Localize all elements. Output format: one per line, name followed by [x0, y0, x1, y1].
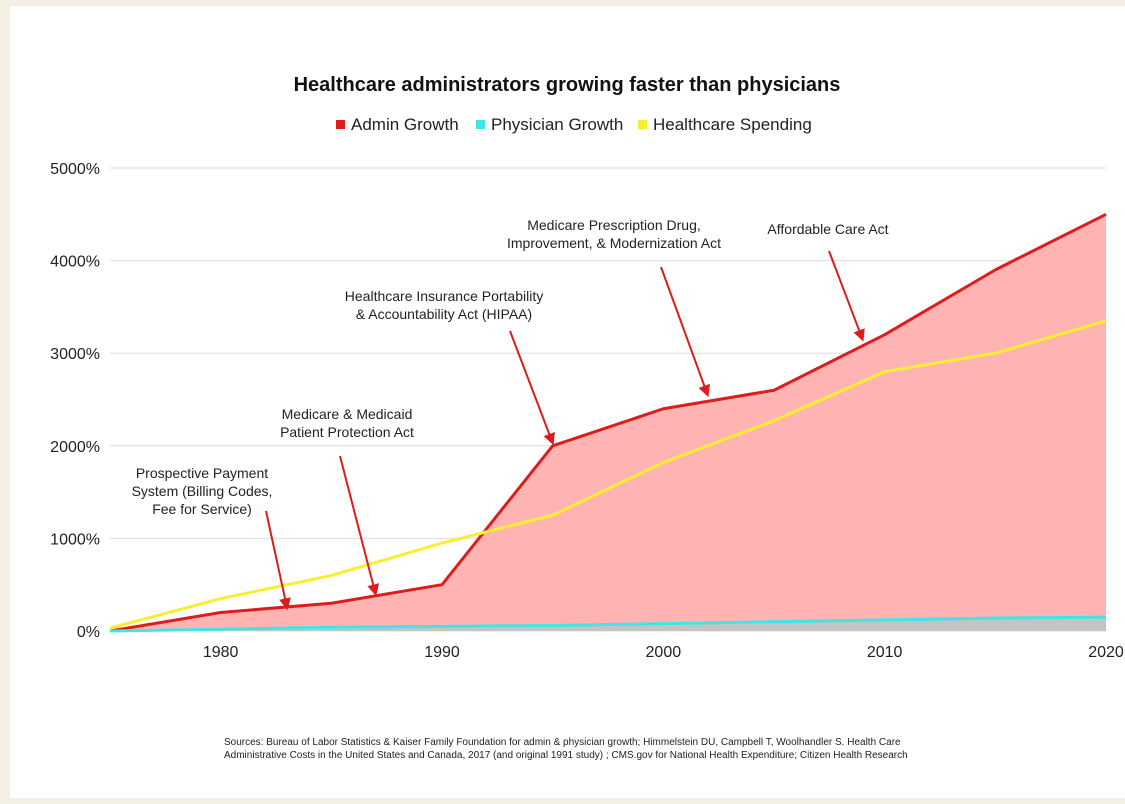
annotation-mma-text: Medicare Prescription Drug,: [527, 217, 701, 233]
x-tick-label: 2020: [1088, 644, 1124, 661]
y-tick-label: 5000%: [50, 161, 100, 178]
annotation-aca-text: Affordable Care Act: [767, 221, 888, 237]
legend-swatch-1: [476, 120, 485, 129]
legend-label-1: Physician Growth: [491, 115, 623, 134]
healthcare-spending-line: [109, 319, 1107, 630]
y-tick-label: 4000%: [50, 254, 100, 271]
y-tick-label: 1000%: [50, 531, 100, 548]
annotation-medicare-medicaid-text: Patient Protection Act: [280, 424, 414, 440]
line-layer: [109, 212, 1107, 633]
chart-card: Healthcare administrators growing faster…: [10, 6, 1125, 798]
x-tick-label: 1980: [203, 644, 239, 661]
legend-swatch-2: [638, 120, 647, 129]
annotation-hipaa-text: Healthcare Insurance Portability: [345, 288, 543, 304]
x-tick-label: 2000: [646, 644, 682, 661]
source-line: Sources: Bureau of Labor Statistics & Ka…: [224, 737, 901, 748]
y-tick-label: 3000%: [50, 346, 100, 363]
annotation-medicare-medicaid-text: Medicare & Medicaid: [282, 406, 413, 422]
source-note: Sources: Bureau of Labor Statistics & Ka…: [224, 737, 908, 761]
annotation-pps-text: Fee for Service): [152, 501, 252, 517]
annotation-hipaa-arrow: [509, 330, 555, 446]
annotations: Prospective Payment System (Billing Codes…: [132, 217, 889, 611]
admin-growth-area: [110, 214, 1106, 632]
annotation-medicare-medicaid-arrow: [339, 455, 380, 597]
chart-title: Healthcare administrators growing faster…: [294, 74, 841, 96]
admin-growth-line: [109, 212, 1107, 633]
source-line: Administrative Costs in the United State…: [224, 750, 908, 761]
x-tick-label: 1990: [424, 644, 460, 661]
y-tick-label: 2000%: [50, 439, 100, 456]
annotation-aca-arrow: [828, 250, 865, 342]
annotation-pps-text: System (Billing Codes,: [132, 483, 273, 499]
y-tick-label: 0%: [77, 624, 100, 641]
annotation-pps-arrow: [265, 510, 291, 611]
annotation-mma-arrow: [660, 266, 710, 398]
legend-label-0: Admin Growth: [351, 115, 459, 134]
legend: Admin Growth Physician Growth Healthcare S…: [336, 115, 812, 134]
legend-label-2: Healthcare Spending: [653, 115, 812, 134]
annotation-hipaa-text: & Accountability Act (HIPAA): [356, 306, 532, 322]
annotation-pps-text: Prospective Payment: [136, 465, 268, 481]
annotation-mma-text: Improvement, & Modernization Act: [507, 235, 721, 251]
physician-growth-line: [109, 615, 1107, 633]
x-tick-label: 2010: [867, 644, 903, 661]
axis-labels: 0% 1000% 2000% 3000% 4000% 5000% 1980 1990 2000 2…: [50, 161, 1124, 661]
legend-swatch-0: [336, 120, 345, 129]
area-layer: [110, 214, 1106, 632]
chart: Healthcare administrators growing faster…: [50, 74, 1124, 761]
